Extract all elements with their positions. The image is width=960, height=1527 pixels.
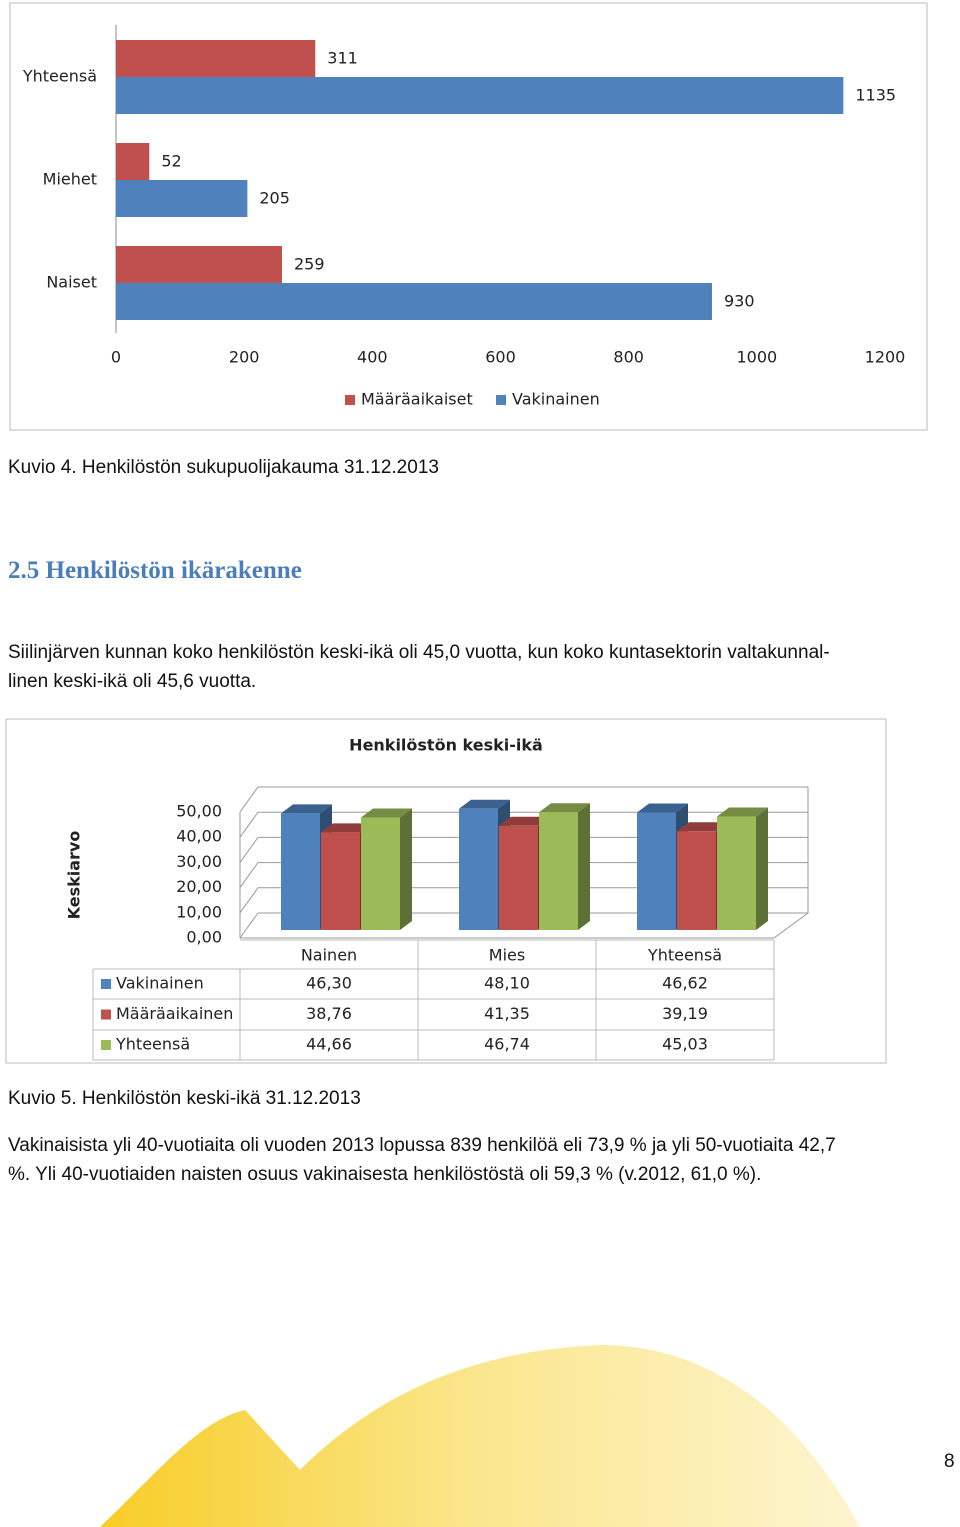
bar-side [578,803,590,930]
bar-top [637,803,688,813]
bar-top [459,799,510,809]
data-label: 930 [724,292,755,311]
data-label: 259 [294,255,325,274]
paragraph-line: Vakinaisista yli 40-vuotiaita oli vuoden… [8,1135,836,1156]
bar-front [499,825,538,930]
floor-edge [240,787,809,939]
bar-top [717,807,768,817]
bar-side [400,808,412,930]
bar-front [717,816,756,930]
chart-frame [5,718,887,1064]
grid-line [239,836,808,863]
bar-front [361,817,400,930]
legend-label: Vakinainen [512,390,600,409]
bar-3d [361,808,412,930]
table-value: 39,19 [662,1004,708,1023]
legend-swatch [101,1009,111,1020]
bar-3d [717,807,768,930]
bar [116,180,248,217]
section-heading: 2.5 Henkilöstön ikärakenne [8,557,302,584]
x-tick-label: Nainen [301,946,357,965]
bar-top [321,823,372,833]
legend-swatch [101,979,111,989]
x-tick-label: 1200 [865,348,906,367]
table-value: 48,10 [484,974,530,993]
y-tick-label: Naiset [46,273,97,292]
x-tick-label: 200 [229,348,260,367]
table-value: 45,03 [662,1035,708,1054]
legend-label: Yhteensä [115,1035,190,1054]
bar [116,246,282,283]
x-tick-label: 600 [485,348,516,367]
bar-front [459,808,498,930]
y-tick-label: 20,00 [176,877,222,896]
y-tick-label: 30,00 [176,852,222,871]
y-tick-label: Yhteensä [22,67,97,86]
y-axis-title: Keskiarvo [65,831,84,920]
legend-swatch [345,395,355,405]
page-number: 8 [944,1451,955,1472]
bar [116,40,316,77]
table-value: 46,62 [662,974,708,993]
bar-top [499,816,550,826]
bar-front [281,813,320,930]
bar-3d [539,803,590,930]
chart-frame [9,2,928,431]
bar-top [281,804,332,814]
x-tick-label: 1000 [736,348,777,367]
legend-swatch [101,1040,111,1050]
paragraph-line: Siilinjärven kunnan koko henkilöstön kes… [8,642,830,663]
bar [116,283,712,320]
bar-top [677,822,728,832]
figure-caption: Kuvio 5. Henkilöstön keski-ikä 31.12.201… [8,1088,361,1109]
y-tick-label: 50,00 [176,802,222,821]
grid-line [239,811,808,838]
data-label: 311 [327,49,358,68]
grid-line [239,912,808,939]
chart-1: 0 200 400 600 800 1000 1200 Yhteensä 311 1135 Mieh… [22,25,906,409]
data-label: 52 [161,152,181,171]
y-tick-label: 40,00 [176,827,222,846]
grid-line [239,786,808,813]
y-tick-label: 10,00 [176,902,222,921]
x-tick-label: 800 [613,348,644,367]
legend-label: Vakinainen [116,974,204,993]
bar [116,77,844,114]
paragraph-line: %. Yli 40-vuotiaiden naisten osuus vakin… [8,1164,762,1185]
bar-top [539,803,590,813]
table-value: 44,66 [306,1035,352,1054]
bar-front [677,831,716,930]
legend-label: Määräaikaiset [361,390,473,409]
bar-front [321,832,360,930]
bar [116,143,150,180]
table-value: 46,30 [306,974,352,993]
paragraph-line: linen keski-ikä oli 45,6 vuotta. [8,671,257,692]
data-label: 1135 [855,86,896,105]
bar-front [637,812,676,930]
bar-top [361,808,412,818]
grid-line [239,887,808,914]
x-tick-label: Yhteensä [647,946,722,965]
table-value: 38,76 [306,1004,352,1023]
table-value: 46,74 [484,1035,530,1054]
x-tick-label: Mies [489,946,525,965]
bar-front [539,812,578,930]
data-label: 205 [259,189,290,208]
chart-2: Henkilöstön keski-ikä Keskiarvo 0,00 10,00 2… [65,736,809,1061]
legend-swatch [496,395,506,405]
grid-line [239,862,808,888]
x-tick-label: 0 [111,348,121,367]
figure-caption: Kuvio 4. Henkilöstön sukupuolijakauma 31… [8,457,439,478]
y-tick-label: 0,00 [186,928,222,947]
sunrise-graphic [100,1345,860,1527]
legend-label: Määräaikainen [116,1004,233,1023]
x-tick-label: 400 [357,348,388,367]
chart-title: Henkilöstön keski-ikä [349,736,543,755]
bar-side [756,807,768,930]
y-tick-label: Miehet [43,170,97,189]
table-value: 41,35 [484,1004,530,1023]
